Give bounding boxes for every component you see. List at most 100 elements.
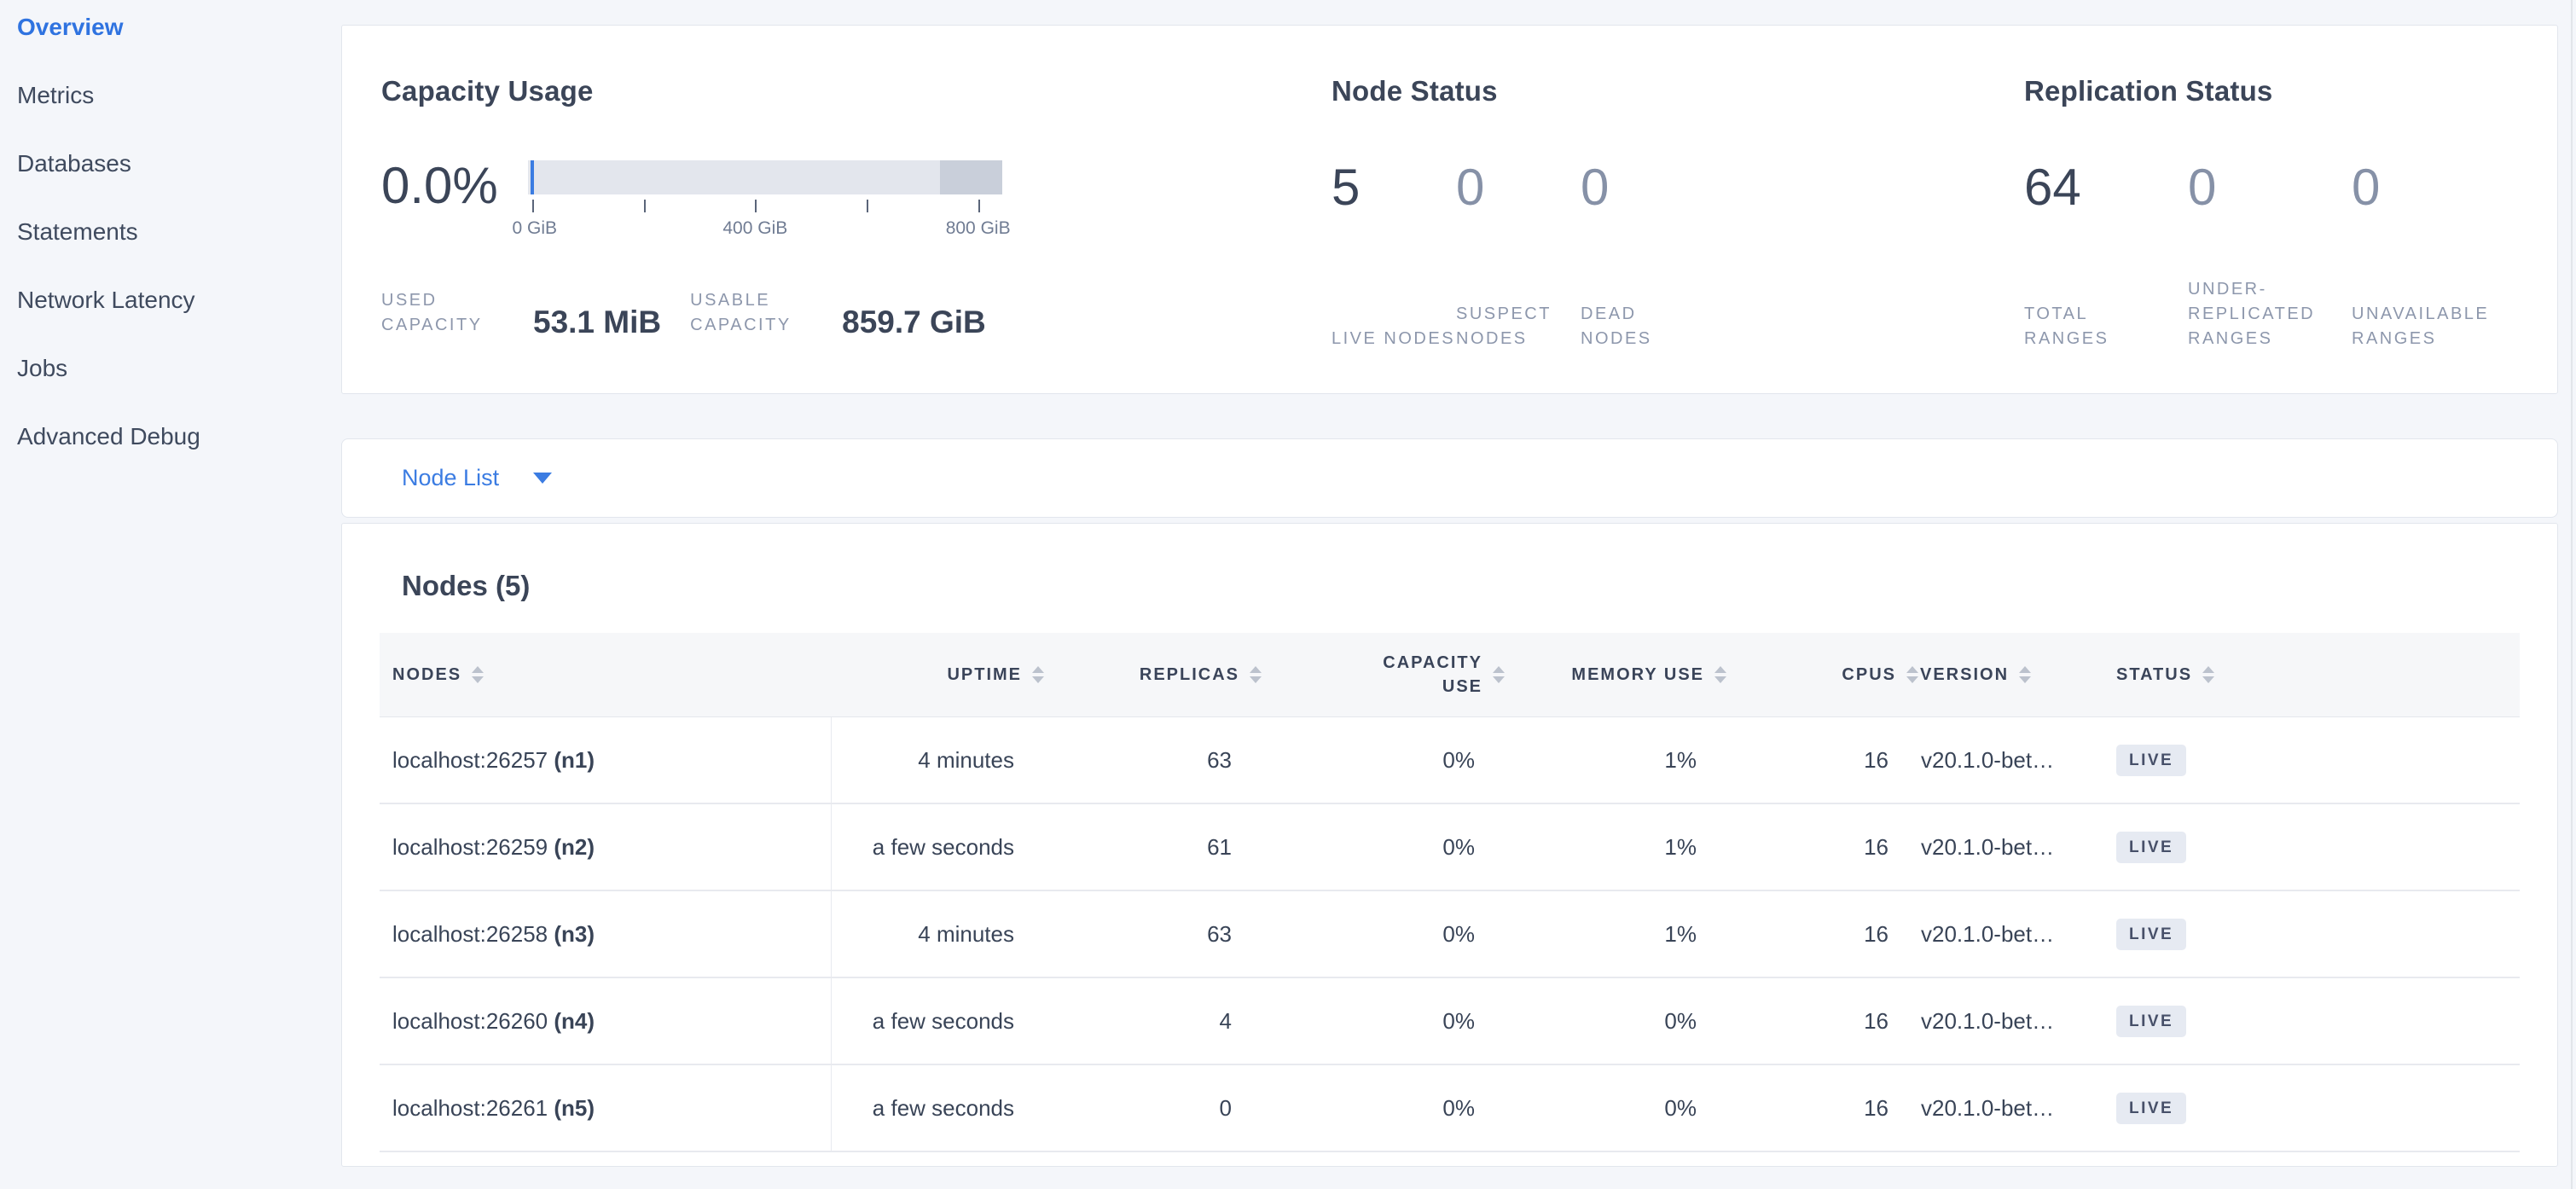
sidebar-item-overview[interactable]: Overview (17, 14, 124, 40)
unavailable-ranges-metric: 0 UNAVAILABLE RANGES (2352, 162, 2515, 351)
memory-use-cell: 0% (1506, 1064, 1727, 1152)
usable-capacity-value: 859.7 GiB (842, 304, 986, 339)
replicas-cell: 0 (1045, 1064, 1262, 1152)
column-header-cpus[interactable]: CPUS (1727, 633, 1919, 717)
capacity-bar-reserved-segment (939, 160, 1002, 194)
sidebar-item-advanced-debug[interactable]: Advanced Debug (17, 423, 200, 450)
suspect-nodes-label: SUSPECT NODES (1456, 304, 1552, 348)
nodes-table-card: Nodes (5) NODES UPTIME REPLICAS (341, 523, 2558, 1167)
status-cell: LIVE (2115, 890, 2520, 978)
status-badge: LIVE (2116, 744, 2187, 776)
status-cell: LIVE (2115, 803, 2520, 891)
unavailable-ranges-label: UNAVAILABLE RANGES (2352, 304, 2490, 348)
view-selector-dropdown[interactable]: Node List (341, 438, 2558, 518)
sidebar-item-statements[interactable]: Statements (17, 218, 138, 245)
version-cell: v20.1.0-bet… (1919, 803, 2115, 891)
status-badge: LIVE (2116, 1005, 2187, 1037)
usable-capacity-stat: USABLE CAPACITY 859.7 GiB (690, 288, 986, 338)
sort-icon (1493, 666, 1505, 683)
total-ranges-label: TOTAL RANGES (2024, 304, 2109, 348)
capacity-bar-used-segment (530, 160, 534, 194)
sort-icon (1250, 666, 1262, 683)
capacity-usage-bar-chart: 0 GiB 400 GiB 800 GiB (513, 160, 1011, 241)
status-cell: LIVE (2115, 1064, 2520, 1152)
capacity-use-cell: 0% (1262, 977, 1506, 1065)
uptime-cell: 4 minutes (831, 716, 1045, 804)
memory-use-cell: 1% (1506, 890, 1727, 978)
table-row: localhost:26257 (n1) 4 minutes 63 0% 1% … (380, 716, 2520, 804)
capacity-use-cell: 0% (1262, 716, 1506, 804)
capacity-use-cell: 0% (1262, 890, 1506, 978)
column-header-capacity-use[interactable]: CAPACITY USE (1262, 633, 1506, 717)
capacity-axis-ticks (528, 200, 1002, 218)
uptime-cell: a few seconds (831, 977, 1045, 1065)
cpus-cell: 16 (1727, 890, 1919, 978)
status-badge: LIVE (2116, 1092, 2187, 1124)
version-cell: v20.1.0-bet… (1919, 1064, 2115, 1152)
sort-icon (2019, 666, 2032, 683)
unavailable-ranges-value: 0 (2352, 159, 2381, 216)
replicas-cell: 4 (1045, 977, 1262, 1065)
node-name-cell: localhost:26258 (n3) (380, 890, 832, 978)
used-capacity-stat: USED CAPACITY 53.1 MiB (381, 288, 661, 338)
cpus-cell: 16 (1727, 803, 1919, 891)
sidebar-item-metrics[interactable]: Metrics (17, 82, 95, 108)
under-replicated-ranges-value: 0 (2188, 159, 2217, 216)
uptime-cell: 4 minutes (831, 890, 1045, 978)
column-header-nodes[interactable]: NODES (380, 633, 831, 717)
node-name-cell: localhost:26261 (n5) (380, 1064, 832, 1152)
memory-use-cell: 1% (1506, 716, 1727, 804)
axis-label-400gib: 400 GiB (722, 218, 788, 238)
chevron-down-icon (533, 473, 553, 484)
live-nodes-value: 5 (1332, 159, 1361, 216)
sidebar-item-network-latency[interactable]: Network Latency (17, 287, 195, 313)
scrollbar-track[interactable] (2571, 0, 2573, 1189)
memory-use-cell: 1% (1506, 803, 1727, 891)
suspect-nodes-value: 0 (1456, 159, 1485, 216)
sort-icon (1032, 666, 1044, 683)
version-cell: v20.1.0-bet… (1919, 977, 2115, 1065)
dead-nodes-label: DEAD NODES (1581, 304, 1652, 348)
replicas-cell: 63 (1045, 890, 1262, 978)
status-badge: LIVE (2116, 918, 2187, 950)
capacity-percent-value: 0.0% (381, 157, 498, 214)
status-badge: LIVE (2116, 831, 2187, 863)
sidebar-item-databases[interactable]: Databases (17, 150, 131, 177)
nodes-table: NODES UPTIME REPLICAS CAPACITY USE MEMOR… (380, 633, 2520, 1152)
sort-icon (2202, 666, 2215, 683)
suspect-nodes-metric: 0 SUSPECT NODES (1456, 162, 1581, 351)
capacity-usage-section: Capacity Usage 0.0% 0 GiB 400 GiB 800 Gi… (342, 26, 1332, 393)
table-row: localhost:26260 (n4) a few seconds 4 0% … (380, 977, 2520, 1065)
node-status-section: Node Status 5 LIVE NODES 0 SUSPECT NODES… (1332, 26, 2024, 393)
live-nodes-metric: 5 LIVE NODES (1332, 162, 1456, 351)
used-capacity-label: USED CAPACITY (381, 291, 483, 334)
capacity-use-cell: 0% (1262, 1064, 1506, 1152)
table-row: localhost:26261 (n5) a few seconds 0 0% … (380, 1064, 2520, 1152)
dead-nodes-value: 0 (1581, 159, 1610, 216)
column-header-version[interactable]: VERSION (1919, 633, 2115, 717)
table-header-row: NODES UPTIME REPLICAS CAPACITY USE MEMOR… (380, 633, 2520, 717)
cpus-cell: 16 (1727, 977, 1919, 1065)
view-selector-label: Node List (402, 465, 500, 490)
table-row: localhost:26258 (n3) 4 minutes 63 0% 1% … (380, 890, 2520, 978)
column-header-memory-use[interactable]: MEMORY USE (1506, 633, 1727, 717)
total-ranges-value: 64 (2024, 159, 2081, 216)
live-nodes-label: LIVE NODES (1332, 329, 1456, 348)
status-cell: LIVE (2115, 977, 2520, 1065)
sort-icon (1906, 666, 1918, 683)
replication-status-title: Replication Status (2024, 75, 2273, 107)
table-row: localhost:26259 (n2) a few seconds 61 0%… (380, 803, 2520, 891)
node-name-cell: localhost:26259 (n2) (380, 803, 832, 891)
capacity-axis-labels: 0 GiB 400 GiB 800 GiB (513, 218, 1011, 241)
replicas-cell: 63 (1045, 716, 1262, 804)
column-header-uptime[interactable]: UPTIME (831, 633, 1045, 717)
capacity-bar (528, 160, 1002, 194)
under-replicated-ranges-label: UNDER-REPLICATED RANGES (2188, 280, 2316, 348)
uptime-cell: a few seconds (831, 803, 1045, 891)
sort-icon (472, 666, 484, 683)
memory-use-cell: 0% (1506, 977, 1727, 1065)
column-header-replicas[interactable]: REPLICAS (1045, 633, 1262, 717)
sidebar-item-jobs[interactable]: Jobs (17, 355, 68, 381)
column-header-status[interactable]: STATUS (2115, 633, 2520, 717)
